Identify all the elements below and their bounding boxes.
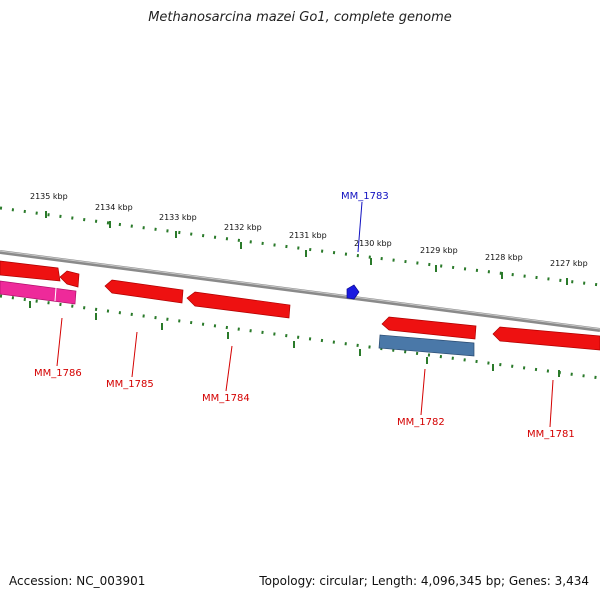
- ruler-label: 2130 kbp: [354, 239, 392, 248]
- accession-text: Accession: NC_003901: [9, 574, 146, 588]
- gene-blue-feature[interactable]: [378, 334, 475, 357]
- genome-backbone: [0, 250, 600, 332]
- gene-label-mm1784[interactable]: MM_1784: [202, 393, 250, 404]
- ruler-label: 2131 kbp: [289, 231, 327, 240]
- outer-major-ticks: [45, 211, 568, 285]
- gene-label-mm1786[interactable]: MM_1786: [34, 368, 82, 379]
- gene-label-mm1782[interactable]: MM_1782: [397, 417, 445, 428]
- gene-mm1782[interactable]: [381, 316, 477, 340]
- gene-mm1786-pink[interactable]: [0, 280, 77, 305]
- gene-labels: MM_1783 MM_1786 MM_1785 MM_1784 MM_1782 …: [34, 191, 575, 440]
- pink-gene-divider: [54, 287, 57, 302]
- gene-small-red[interactable]: [59, 270, 80, 288]
- ruler-label: 2134 kbp: [95, 203, 133, 212]
- leader-mm1784: [225, 345, 233, 392]
- ruler-labels: 2135 kbp 2134 kbp 2133 kbp 2132 kbp 2131…: [30, 192, 588, 268]
- ruler-label: 2128 kbp: [485, 253, 523, 262]
- ruler-label: 2132 kbp: [224, 223, 262, 232]
- genome-backbone-highlight: [0, 250, 600, 330]
- gene-mm1781[interactable]: [492, 326, 600, 351]
- ruler-label: 2133 kbp: [159, 213, 197, 222]
- gene-label-mm1783[interactable]: MM_1783: [341, 191, 389, 202]
- leader-mm1786: [56, 317, 63, 367]
- gene-mm1786-red[interactable]: [0, 260, 61, 282]
- gene-label-mm1785[interactable]: MM_1785: [106, 379, 154, 390]
- leader-mm1781: [549, 379, 554, 428]
- inner-major-ticks: [29, 301, 560, 377]
- leader-mm1783: [357, 201, 363, 253]
- outer-tick-track: [0, 206, 600, 287]
- map-title: Methanosarcina mazei Go1, complete genom…: [148, 10, 452, 25]
- gene-mm1785[interactable]: [104, 279, 184, 304]
- gene-features: [0, 260, 600, 357]
- gene-label-mm1781[interactable]: MM_1781: [527, 429, 575, 440]
- ruler-label: 2135 kbp: [30, 192, 68, 201]
- genome-summary-text: Topology: circular; Length: 4,096,345 bp…: [259, 574, 589, 588]
- leader-mm1782: [420, 368, 426, 416]
- leader-mm1785: [131, 331, 138, 378]
- gene-mm1783-marker[interactable]: [346, 284, 360, 300]
- ruler-label: 2127 kbp: [550, 259, 588, 268]
- gene-mm1784[interactable]: [186, 291, 291, 319]
- inner-tick-track: [0, 294, 600, 380]
- label-leaders: [56, 201, 554, 428]
- ruler-label: 2129 kbp: [420, 246, 458, 255]
